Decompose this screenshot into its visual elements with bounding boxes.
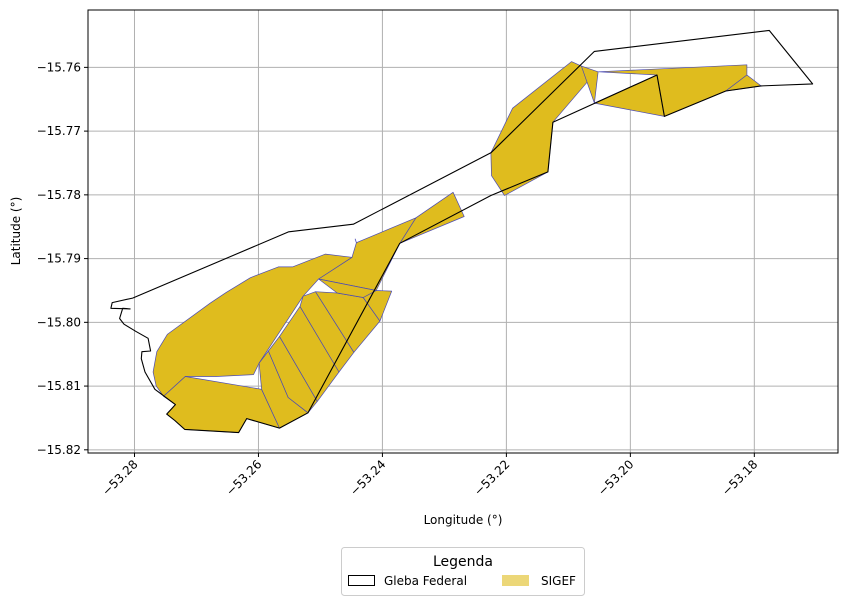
legend-swatch-gleba [348,575,375,586]
y-axis-ticks: −15.76 −15.77 −15.78 −15.79 −15.80 −15.81 −15.… [37,60,88,457]
gleba-federal-outline [110,29,814,434]
sigef-parcel [268,336,318,414]
x-axis-label: Longitude (°) [424,513,503,527]
legend-label-sigef: SIGEF [541,574,576,588]
plot-frame [87,9,839,454]
y-tick-label: −15.82 [37,443,81,457]
y-tick-label: −15.78 [37,188,81,202]
y-tick-label: −15.80 [37,315,81,329]
sigef-parcel [490,61,595,196]
legend-label-gleba: Gleba Federal [384,574,467,588]
legend-title: Legenda [433,554,493,570]
legend: Legenda Gleba Federal SIGEF [341,547,585,596]
y-tick-label: −15.81 [37,379,81,393]
y-axis-label: Latitude (°) [9,197,23,266]
y-tick-label: −15.79 [37,252,81,266]
legend-swatch-sigef [502,575,529,586]
y-tick-label: −15.76 [37,60,81,74]
sigef-parcel [318,278,377,298]
gleba-federal-boundary [110,29,814,434]
sigef-parcels [152,61,762,433]
sigef-parcel-edge [354,238,357,243]
y-tick-label: −15.77 [37,124,81,138]
